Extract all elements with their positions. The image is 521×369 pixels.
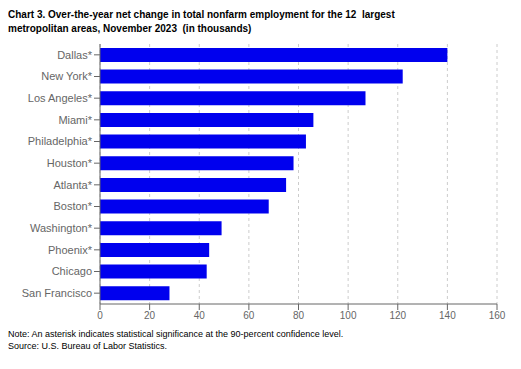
svg-text:Atlanta*: Atlanta* <box>53 179 92 191</box>
svg-text:Philadelphia*: Philadelphia* <box>28 135 93 147</box>
svg-text:100: 100 <box>340 310 357 321</box>
svg-text:120: 120 <box>389 310 406 321</box>
svg-text:Miami*: Miami* <box>58 114 92 126</box>
svg-text:80: 80 <box>293 310 305 321</box>
svg-text:Los Angeles*: Los Angeles* <box>28 92 93 104</box>
svg-text:Houston*: Houston* <box>47 157 93 169</box>
svg-text:40: 40 <box>194 310 206 321</box>
svg-text:140: 140 <box>439 310 456 321</box>
svg-text:0: 0 <box>97 310 103 321</box>
svg-text:Boston*: Boston* <box>53 200 92 212</box>
svg-text:60: 60 <box>243 310 255 321</box>
svg-text:Dallas*: Dallas* <box>57 49 93 61</box>
svg-text:20: 20 <box>144 310 156 321</box>
html-text:Source: U.S. Bureau of Labor S: Source: U.S. Bureau of Labor Statistics. <box>8 341 168 351</box>
svg-text:Chicago: Chicago <box>52 265 92 277</box>
html-text:Note: An asterisk indicates st: Note: An asterisk indicates statistical … <box>8 329 344 339</box>
svg-text:160: 160 <box>489 310 506 321</box>
svg-text:New York*: New York* <box>41 70 92 82</box>
svg-text:Phoenix*: Phoenix* <box>48 244 93 256</box>
html-text:Chart 3. Over-the-year net cha: Chart 3. Over-the-year net change in tot… <box>8 9 395 20</box>
html-text:metropolitan areas, November 2: metropolitan areas, November 2023 (in th… <box>8 23 252 34</box>
svg-text:San Francisco: San Francisco <box>22 287 92 299</box>
svg-text:Washington*: Washington* <box>30 222 93 234</box>
